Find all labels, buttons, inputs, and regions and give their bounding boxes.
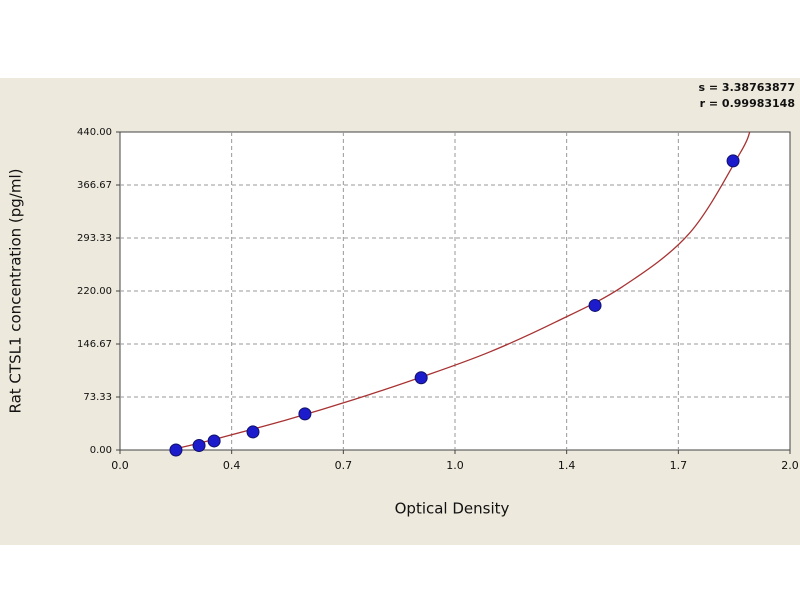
- y-tick-label: 440.00: [77, 127, 112, 138]
- y-tick-label: 293.33: [77, 233, 112, 244]
- y-tick-label: 366.67: [77, 180, 112, 191]
- data-point: [298, 407, 312, 421]
- annotation: s = 3.38763877: [699, 81, 796, 94]
- x-tick-label: 1.7: [670, 459, 688, 472]
- y-tick-label: 0.00: [90, 445, 112, 456]
- x-tick-label: 1.4: [558, 459, 576, 472]
- fit-curve: [176, 131, 751, 450]
- y-tick-label: 73.33: [83, 392, 112, 403]
- x-tick-label: 0.0: [111, 459, 129, 472]
- data-point: [192, 438, 206, 452]
- data-point: [207, 434, 221, 448]
- x-tick-label: 2.0: [781, 459, 799, 472]
- y-tick-label: 220.00: [77, 286, 112, 297]
- data-point: [169, 443, 183, 457]
- data-point: [726, 154, 740, 168]
- x-tick-label: 0.7: [335, 459, 353, 472]
- y-axis-title: Rat CTSL1 concentration (pg/ml): [7, 169, 25, 414]
- x-tick-label: 0.4: [223, 459, 241, 472]
- x-axis-title: Optical Density: [395, 500, 510, 518]
- data-point: [414, 371, 428, 385]
- data-point: [246, 425, 260, 439]
- x-tick-label: 1.0: [446, 459, 464, 472]
- annotation: r = 0.99983148: [700, 97, 795, 110]
- y-tick-label: 146.67: [77, 339, 112, 350]
- data-point: [588, 298, 602, 312]
